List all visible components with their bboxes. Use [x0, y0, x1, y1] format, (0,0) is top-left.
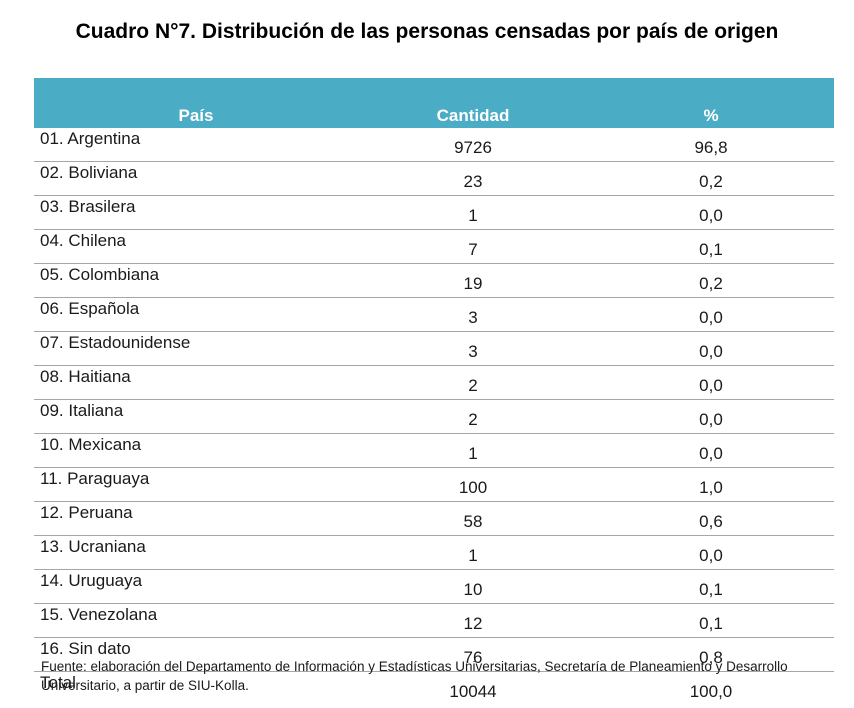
cell-pais: 07. Estadounidense [34, 331, 358, 366]
cell-percent: 96,8 [588, 128, 834, 162]
cell-cantidad: 1 [358, 535, 588, 570]
table-row: 13. Ucraniana 1 0,0 [34, 535, 834, 570]
cell-cantidad: 10 [358, 569, 588, 604]
cell-percent: 0,6 [588, 501, 834, 536]
column-header-pais: País [34, 78, 358, 128]
table-row: 03. Brasilera 1 0,0 [34, 195, 834, 230]
table-row: 11. Paraguaya 100 1,0 [34, 467, 834, 502]
table-row: 06. Española 3 0,0 [34, 297, 834, 332]
cell-percent: 0,0 [588, 331, 834, 366]
cell-total-percent: 100,0 [689, 682, 733, 701]
cell-pais: 09. Italiana [34, 399, 358, 434]
cell-percent: 0,0 [588, 195, 834, 230]
cell-pais: 13. Ucraniana [34, 535, 358, 570]
cell-total-cantidad: 10044 [449, 682, 497, 701]
cell-percent: 0,0 [588, 399, 834, 434]
table-total-row: Total 10044 100,0 [34, 672, 834, 706]
column-header-cantidad: Cantidad [358, 78, 588, 128]
cell-cantidad: 1 [358, 433, 588, 468]
cell-percent: 0,0 [588, 297, 834, 332]
cell-pais: 12. Peruana [34, 501, 358, 536]
cell-cantidad: 58 [358, 501, 588, 536]
table-row: 09. Italiana 2 0,0 [34, 399, 834, 434]
table-row: 02. Boliviana 23 0,2 [34, 161, 834, 196]
table-row: 10. Mexicana 1 0,0 [34, 433, 834, 468]
cell-cantidad: 12 [358, 603, 588, 638]
cell-cantidad: 1 [358, 195, 588, 230]
census-table: País Cantidad % 01. Argentina 9726 96,8 02… [34, 78, 834, 705]
cell-pais: 03. Brasilera [34, 195, 358, 230]
table-body: 01. Argentina 9726 96,8 02. Boliviana 23 0,2… [34, 128, 834, 705]
cell-cantidad: 3 [358, 297, 588, 332]
cell-percent: 0,0 [588, 433, 834, 468]
cell-cantidad: 76 [358, 637, 588, 672]
cell-percent: 0,2 [588, 161, 834, 196]
cell-percent: 0,1 [588, 569, 834, 604]
cell-cantidad: 9726 [358, 128, 588, 162]
column-header-percent: % [588, 78, 834, 128]
cell-pais: 16. Sin dato [34, 637, 358, 672]
cell-cantidad: 3 [358, 331, 588, 366]
table-row: 08. Haitiana 2 0,0 [34, 365, 834, 400]
table-row: 16. Sin dato 76 0,8 [34, 637, 834, 672]
cell-pais: 15. Venezolana [34, 603, 358, 638]
cell-cantidad: 2 [358, 365, 588, 400]
cell-pais: 02. Boliviana [34, 161, 358, 196]
cell-percent: 0,0 [588, 535, 834, 570]
cell-pais: 10. Mexicana [34, 433, 358, 468]
cell-pais: 04. Chilena [34, 229, 358, 264]
table-header-row: País Cantidad % [34, 78, 834, 128]
table-row: 04. Chilena 7 0,1 [34, 229, 834, 264]
cell-pais: 05. Colombiana [34, 263, 358, 298]
cell-percent: 0,1 [588, 603, 834, 638]
table-title: Cuadro N°7. Distribución de las personas… [75, 20, 779, 43]
census-table-container: País Cantidad % 01. Argentina 9726 96,8 02… [34, 78, 834, 705]
cell-percent: 0,2 [588, 263, 834, 298]
cell-percent: 1,0 [588, 467, 834, 502]
table-row: 15. Venezolana 12 0,1 [34, 603, 834, 638]
cell-pais: 11. Paraguaya [34, 467, 358, 502]
cell-cantidad: 23 [358, 161, 588, 196]
cell-total-label: Total [40, 673, 76, 692]
cell-cantidad: 2 [358, 399, 588, 434]
table-row: 12. Peruana 58 0,6 [34, 501, 834, 536]
cell-pais: 08. Haitiana [34, 365, 358, 400]
cell-percent: 0,1 [588, 229, 834, 264]
cell-cantidad: 100 [358, 467, 588, 502]
cell-cantidad: 7 [358, 229, 588, 264]
cell-percent: 0,8 [588, 637, 834, 672]
cell-percent: 0,0 [588, 365, 834, 400]
cell-cantidad: 19 [358, 263, 588, 298]
cell-pais: 06. Española [34, 297, 358, 332]
table-row: 14. Uruguaya 10 0,1 [34, 569, 834, 604]
cell-pais: 14. Uruguaya [34, 569, 358, 604]
cell-pais: 01. Argentina [34, 128, 358, 162]
table-row: 05. Colombiana 19 0,2 [34, 263, 834, 298]
source-note: Fuente: elaboración del Departamento de … [41, 659, 788, 693]
table-row: 07. Estadounidense 3 0,0 [34, 331, 834, 366]
table-row: 01. Argentina 9726 96,8 [34, 128, 834, 162]
